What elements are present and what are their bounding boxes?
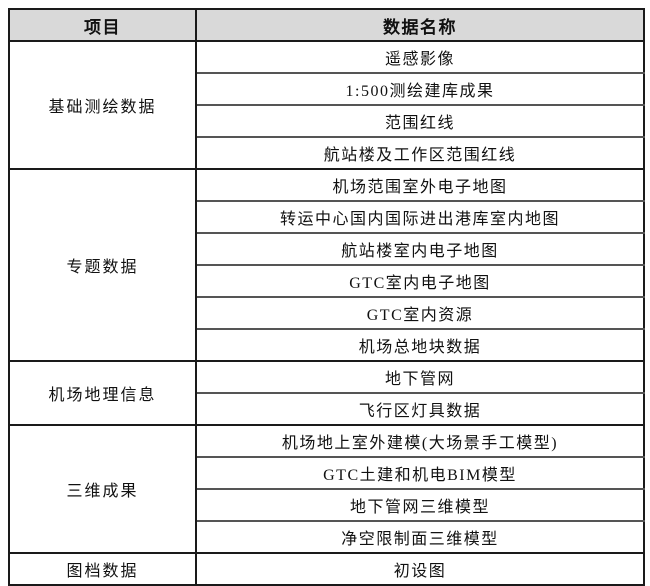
table-row: 转运中心国内国际进出港库室内地图 [9, 200, 644, 233]
column-header-category: 项目 [9, 9, 196, 42]
table-row: 航站楼及工作区范围红线 [9, 136, 644, 169]
table-row: 机场总地块数据 [9, 328, 644, 361]
data-name-cell: 机场总地块数据 [195, 328, 644, 361]
document-page: 项目 数据名称 基础测绘数据 遥感影像 1:500测绘建库成果 范围红线 航站楼及工作区… [8, 8, 645, 586]
table-row: 地下管网三维模型 [9, 488, 644, 521]
category-cell: 机场地理信息 [9, 360, 196, 425]
table-row: 专题数据 机场范围室外电子地图 [9, 168, 644, 361]
data-name-cell: 净空限制面三维模型 [195, 520, 644, 553]
data-name-cell: 范围红线 [195, 104, 644, 137]
data-name-cell: 航站楼及工作区范围红线 [195, 136, 644, 169]
data-catalog-table: 项目 数据名称 基础测绘数据 遥感影像 1:500测绘建库成果 范围红线 航站楼及工作区… [8, 8, 645, 586]
data-name-cell: GTC室内电子地图 [195, 264, 644, 297]
category-cell: 图档数据 [9, 552, 196, 585]
table-row: GTC土建和机电BIM模型 [9, 456, 644, 489]
table-row: 基础测绘数据 遥感影像 [9, 40, 644, 169]
data-name-cell: 机场范围室外电子地图 [195, 168, 644, 201]
data-name-cell: GTC室内资源 [195, 296, 644, 329]
table-row: GTC室内电子地图 [9, 264, 644, 297]
table-row: 机场地理信息 地下管网 [9, 360, 644, 425]
data-name-cell: GTC土建和机电BIM模型 [195, 456, 644, 489]
table-row: 范围红线 [9, 104, 644, 137]
data-name-cell: 遥感影像 [195, 40, 644, 73]
table-row: 航站楼室内电子地图 [9, 232, 644, 265]
data-name-cell: 机场地上室外建模(大场景手工模型) [195, 424, 644, 457]
category-cell: 三维成果 [9, 424, 196, 553]
data-name-cell: 初设图 [195, 552, 644, 585]
table-row: 飞行区灯具数据 [9, 392, 644, 425]
table-row: 三维成果 机场地上室外建模(大场景手工模型) [9, 424, 644, 553]
table-row: 图档数据 初设图 [9, 552, 644, 585]
category-cell: 基础测绘数据 [9, 40, 196, 169]
table-header: 项目 数据名称 [9, 9, 644, 42]
data-name-cell: 地下管网三维模型 [195, 488, 644, 521]
table-body: 基础测绘数据 遥感影像 1:500测绘建库成果 范围红线 航站楼及工作区范围红线 专题数据… [9, 40, 644, 585]
header-row: 项目 数据名称 [9, 9, 644, 42]
column-header-dataname: 数据名称 [195, 9, 644, 42]
data-name-cell: 转运中心国内国际进出港库室内地图 [195, 200, 644, 233]
table-row: GTC室内资源 [9, 296, 644, 329]
category-cell: 专题数据 [9, 168, 196, 361]
data-name-cell: 飞行区灯具数据 [195, 392, 644, 425]
data-name-cell: 航站楼室内电子地图 [195, 232, 644, 265]
table-row: 1:500测绘建库成果 [9, 72, 644, 105]
data-name-cell: 1:500测绘建库成果 [195, 72, 644, 105]
data-name-cell: 地下管网 [195, 360, 644, 393]
